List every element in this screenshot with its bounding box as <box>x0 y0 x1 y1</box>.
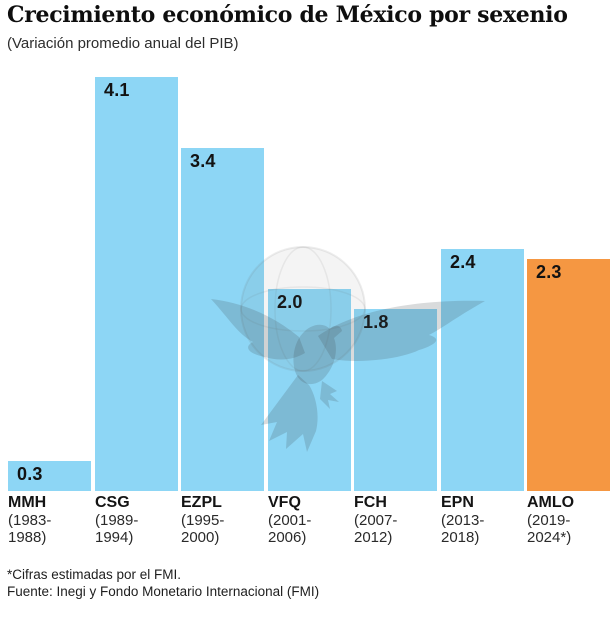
category-label-csg: CSG (1989- 1994) <box>95 494 181 547</box>
chart-title: Crecimiento económico de México por sexe… <box>7 2 568 28</box>
category-label-epn: EPN (2013- 2018) <box>441 494 527 547</box>
president-initials: MMH <box>8 494 47 511</box>
bar-amlo: 2.3 <box>527 259 610 491</box>
president-initials: VFQ <box>268 494 301 511</box>
term-end-year: 2024*) <box>527 529 572 546</box>
footer: *Cifras estimadas por el FMI. Fuente: In… <box>7 567 319 600</box>
bar-chart-plot: 0.3 4.1 3.4 2.0 1.8 2.4 2.3 <box>8 77 610 491</box>
president-initials: AMLO <box>527 494 575 511</box>
term-end-year: 1988) <box>8 529 47 546</box>
president-initials: FCH <box>354 494 387 511</box>
term-start-year: (2013- <box>441 511 485 529</box>
bar-value-label-epn: 2.4 <box>450 252 476 272</box>
term-start-year: (2001- <box>268 511 312 529</box>
term-end-year: 2006) <box>268 529 307 546</box>
source-credit: Fuente: Inegi y Fondo Monetario Internac… <box>7 583 320 599</box>
bar-vfq: 2.0 <box>268 289 351 491</box>
bar-value-label-mmh: 0.3 <box>17 464 43 484</box>
term-start-year: (1995- <box>181 511 225 529</box>
bar-value-label-ezpl: 3.4 <box>190 151 216 171</box>
category-label-ezpl: EZPL (1995- 2000) <box>181 494 267 547</box>
term-end-year: 2000) <box>181 529 220 546</box>
bar-value-label-vfq: 2.0 <box>277 292 303 312</box>
term-start-year: (2007- <box>354 511 398 529</box>
bar-value-label-amlo: 2.3 <box>536 262 562 282</box>
term-end-year: 1994) <box>95 529 134 546</box>
president-initials: EZPL <box>181 494 222 511</box>
term-end-year: 2012) <box>354 529 393 546</box>
term-start-year: (1983- <box>8 511 52 529</box>
term-end-year: 2018) <box>441 529 480 546</box>
bar-mmh: 0.3 <box>8 461 91 491</box>
president-initials: CSG <box>95 494 130 511</box>
bar-fch: 1.8 <box>354 309 437 491</box>
footnote: *Cifras estimadas por el FMI. <box>7 567 182 582</box>
category-label-vfq: VFQ (2001- 2006) <box>268 494 354 547</box>
x-axis-labels: MMH (1983- 1988) CSG (1989- 1994) EZPL (1995- 20… <box>0 494 616 554</box>
bar-ezpl: 3.4 <box>181 148 264 491</box>
term-start-year: (2019- <box>527 511 571 529</box>
bar-value-label-fch: 1.8 <box>363 312 389 332</box>
bar-epn: 2.4 <box>441 249 524 491</box>
term-start-year: (1989- <box>95 511 139 529</box>
category-label-mmh: MMH (1983- 1988) <box>8 494 94 547</box>
bar-value-label-csg: 4.1 <box>104 80 130 100</box>
president-initials: EPN <box>441 494 474 511</box>
chart-subtitle: (Variación promedio anual del PIB) <box>7 35 239 52</box>
bar-csg: 4.1 <box>95 77 178 491</box>
category-label-amlo: AMLO (2019- 2024*) <box>527 494 613 547</box>
category-label-fch: FCH (2007- 2012) <box>354 494 440 547</box>
